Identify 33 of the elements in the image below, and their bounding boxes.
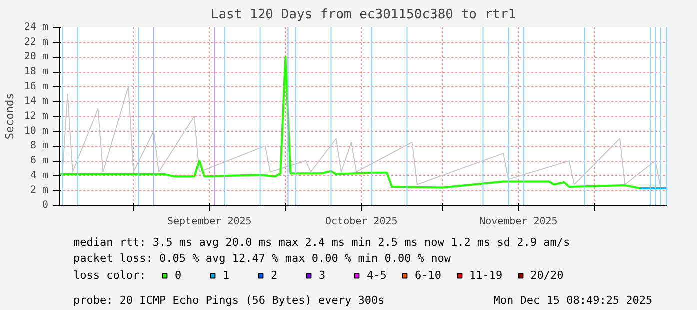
chart-title: Last 120 Days from ec301150c380 to rtr1 (210, 8, 516, 22)
line-series (62, 86, 662, 187)
y-tick-label: 4 m (30, 170, 48, 182)
legend-label: 4-5 (367, 269, 387, 282)
text: probe: 20 ICMP Echo Pings (56 Bytes) every 300s (73, 294, 385, 307)
y-axis-title: Seconds (3, 93, 16, 140)
y-tick-label: 6 m (30, 156, 48, 166)
y-tick-label: 0 (42, 200, 49, 211)
y-tick-label: 8 m (30, 140, 48, 152)
legend-label: 2 (271, 269, 279, 282)
y-tick-label: 18 m (24, 66, 49, 78)
y-tick-label: 16 m (24, 81, 49, 92)
y-tick-label: 22 m (24, 36, 49, 48)
legend-title: loss color: (73, 269, 146, 282)
y-tick-label: 10 m (24, 126, 49, 137)
line-series (60, 56, 642, 190)
legend-label: 6-10 (415, 269, 442, 282)
x-tick-label: November 2025 (480, 216, 558, 228)
x-tick-label: September 2025 (167, 216, 252, 228)
legend-label: 20/20 (530, 269, 564, 282)
y-tick-label: 12 m (24, 111, 49, 122)
x-tick-label: October 2025 (326, 216, 398, 228)
text: median rtt: 3.5 ms avg 20.0 ms max 2.4 ms min 2.5 ms now 1.2 ms sd 2.9 am/s (73, 236, 570, 249)
text: Mon Dec 15 08:49:25 2025 (494, 294, 653, 307)
y-tick-label: 24 m (24, 22, 49, 33)
legend-label: 0 (175, 269, 183, 282)
y-tick-label: 20 m (24, 52, 49, 63)
legend-label: 11-19 (470, 269, 503, 282)
y-tick-label: 14 m (24, 96, 49, 108)
legend-label: 3 (319, 269, 327, 282)
y-tick-label: 2 m (30, 185, 48, 196)
text: packet loss: 0.05 % avg 12.47 % max 0.00 % min 0.00 % now (73, 252, 452, 265)
legend-label: 1 (223, 269, 231, 282)
